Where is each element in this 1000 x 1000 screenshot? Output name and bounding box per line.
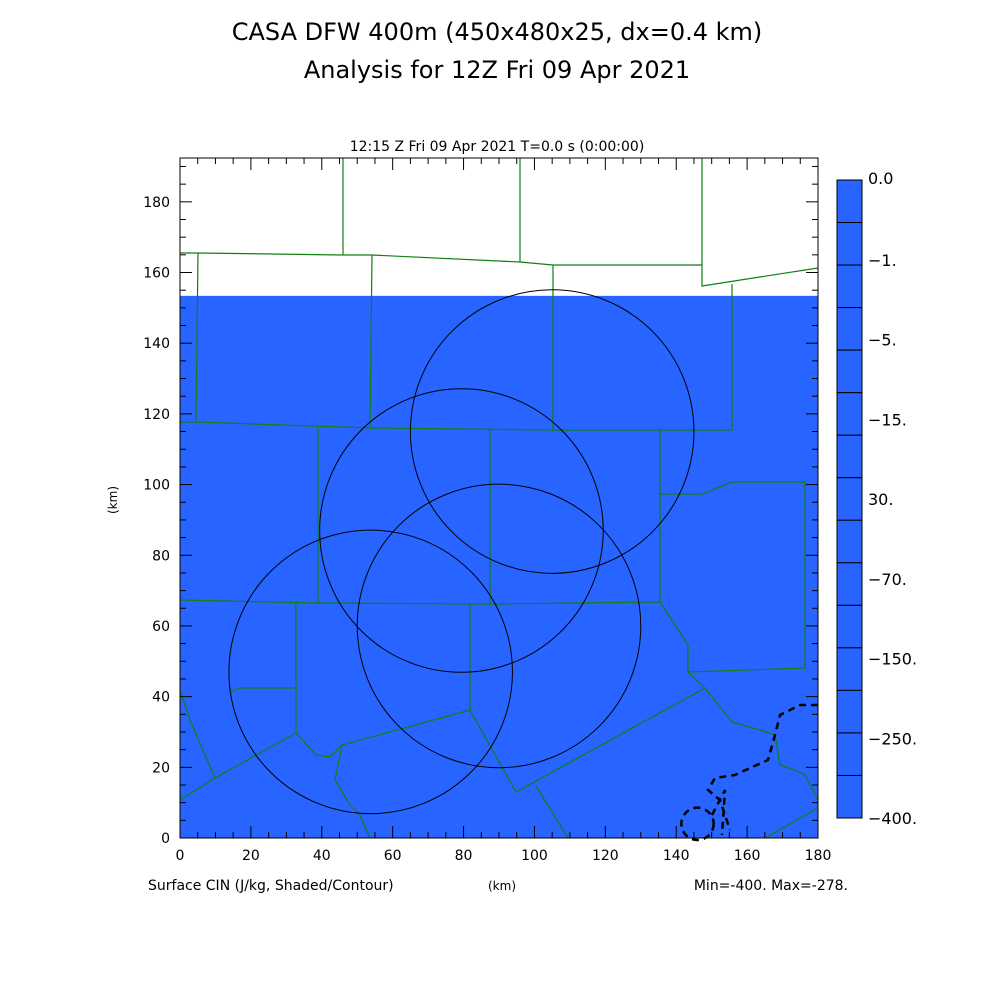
x-tick-label: 100 xyxy=(521,848,548,864)
colorbar-box xyxy=(836,562,863,606)
y-tick-label: 80 xyxy=(152,548,170,564)
radar-ring-1 xyxy=(409,289,695,574)
y-tick-label: 160 xyxy=(143,266,170,282)
cin-contours xyxy=(680,703,818,842)
shaded-field xyxy=(180,295,818,838)
colorbar-label: −70. xyxy=(868,570,907,589)
y-tick-label: 40 xyxy=(152,690,170,706)
radar-ring-3 xyxy=(356,483,642,769)
x-axis-label: (km) xyxy=(488,879,516,893)
colorbar-box xyxy=(836,519,863,564)
y-tick-label: 100 xyxy=(143,478,170,494)
y-tick-label: 180 xyxy=(143,195,170,211)
colorbar-label: 0.0 xyxy=(868,169,893,188)
x-tick-label: 40 xyxy=(313,848,331,864)
cin-contour-ring xyxy=(680,806,715,842)
x-tick-label: 80 xyxy=(455,848,473,864)
colorbar-box xyxy=(836,349,863,394)
x-tick-label: 180 xyxy=(805,848,832,864)
colorbar-label: −250. xyxy=(868,729,917,748)
x-tick-label: 20 xyxy=(242,848,260,864)
axes: 0 20 40 60 80 100 120 140 160 180 0 20 40 60 80 100 120 1… xyxy=(143,158,831,864)
radar-rings xyxy=(228,289,695,815)
colorbar-box xyxy=(836,732,863,776)
x-tick-label: 160 xyxy=(734,848,761,864)
colorbar-box xyxy=(836,222,863,266)
colorbar-box xyxy=(836,689,863,734)
footer-field-label: Surface CIN (J/kg, Shaded/Contour) xyxy=(148,878,394,894)
y-tick-label: 0 xyxy=(161,831,170,847)
y-tick-label: 140 xyxy=(143,336,170,352)
colorbar-label: 30. xyxy=(868,490,893,509)
colorbar-label: −15. xyxy=(868,410,907,429)
x-tick-label: 60 xyxy=(384,848,402,864)
colorbar-label: −150. xyxy=(868,650,917,669)
chart-title: CASA DFW 400m (450x480x25, dx=0.4 km) xyxy=(232,18,763,46)
colorbar-box xyxy=(836,647,863,691)
x-tick-label: 120 xyxy=(592,848,619,864)
footer-min-max: Min=-400. Max=-278. xyxy=(694,878,848,894)
colorbar-box xyxy=(836,774,863,819)
colorbar-box xyxy=(836,392,863,436)
colorbar-box xyxy=(836,477,863,521)
y-axis-label: (km) xyxy=(106,486,120,514)
colorbar-box xyxy=(836,179,863,224)
radar-ring-4 xyxy=(228,529,513,815)
colorbar-label: −5. xyxy=(868,331,897,350)
county-boundaries xyxy=(179,158,819,839)
colorbar-box xyxy=(836,264,863,309)
colorbar-label: −1. xyxy=(868,251,897,270)
colorbar-label: −400. xyxy=(868,809,917,828)
colorbar-box xyxy=(836,434,863,479)
colorbar-box xyxy=(836,307,863,351)
colorbar: 0.0 −1. −5. −15. 30. −70. −150. −250. −400. xyxy=(836,169,917,828)
y-tick-label: 60 xyxy=(152,619,170,635)
x-tick-label: 140 xyxy=(663,848,690,864)
y-tick-label: 120 xyxy=(143,407,170,423)
chart-subtitle: Analysis for 12Z Fri 09 Apr 2021 xyxy=(304,56,690,84)
plot-header: 12:15 Z Fri 09 Apr 2021 T=0.0 s (0:00:00… xyxy=(350,139,645,155)
colorbar-box xyxy=(836,604,863,649)
x-tick-label: 0 xyxy=(176,848,185,864)
y-tick-label: 20 xyxy=(152,760,170,776)
